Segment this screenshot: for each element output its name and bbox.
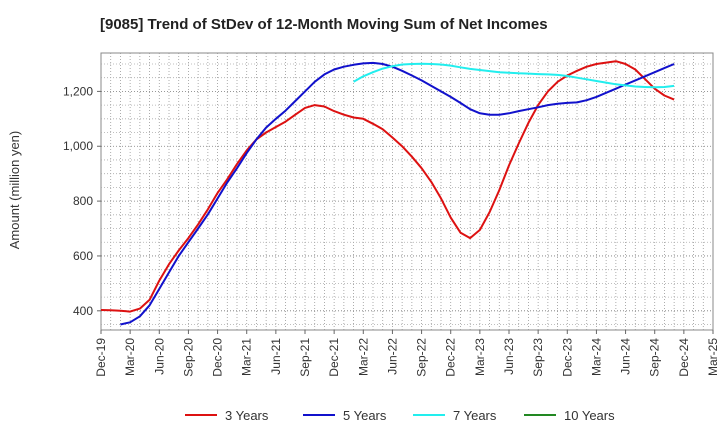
x-tick-label: Jun-20 xyxy=(152,338,166,375)
legend-label: 10 Years xyxy=(564,408,615,423)
x-tick-label: Dec-22 xyxy=(444,338,458,377)
legend-label: 7 Years xyxy=(453,408,497,423)
x-tick-label: Mar-23 xyxy=(473,338,487,376)
y-axis: 400 600 800 1,000 1,200 xyxy=(63,84,101,318)
x-tick-label: Dec-20 xyxy=(211,338,225,377)
chart-title: [9085] Trend of StDev of 12-Month Moving… xyxy=(100,16,548,33)
legend-label: 5 Years xyxy=(343,408,387,423)
series-line-5-years xyxy=(120,61,675,326)
x-tick-label: Mar-21 xyxy=(240,338,254,376)
y-tick-label: 800 xyxy=(73,194,93,208)
x-tick-label: Dec-24 xyxy=(677,338,691,377)
x-tick-label: Jun-21 xyxy=(269,338,283,375)
x-tick-label: Jun-24 xyxy=(619,338,633,375)
x-tick-label: Dec-19 xyxy=(94,338,108,377)
x-tick-label: Mar-25 xyxy=(706,338,720,376)
legend: 3 Years 5 Years 7 Years 10 Years xyxy=(185,408,615,423)
x-tick-label: Dec-21 xyxy=(327,338,341,377)
x-tick-label: Sep-20 xyxy=(181,338,195,377)
x-tick-label: Jun-23 xyxy=(502,338,516,375)
x-tick-label: Sep-24 xyxy=(648,338,662,377)
legend-label: 3 Years xyxy=(225,408,269,423)
grid-lines xyxy=(101,53,713,330)
x-tick-label: Mar-20 xyxy=(123,338,137,376)
x-tick-label: Sep-21 xyxy=(298,338,312,377)
series-line-3-years xyxy=(100,60,675,313)
x-tick-label: Sep-23 xyxy=(531,338,545,377)
x-tick-label: Dec-23 xyxy=(560,338,574,377)
x-tick-label: Mar-22 xyxy=(356,338,370,376)
y-tick-label: 1,000 xyxy=(63,139,93,153)
x-tick-label: Mar-24 xyxy=(589,338,603,376)
x-tick-label: Sep-22 xyxy=(415,338,429,377)
series-line-7-years xyxy=(353,62,675,89)
y-tick-label: 400 xyxy=(73,304,93,318)
y-tick-label: 600 xyxy=(73,249,93,263)
plot-area xyxy=(100,52,714,331)
series-lines xyxy=(100,60,675,326)
y-axis-label: Amount (million yen) xyxy=(7,131,22,250)
x-axis: Dec-19 Mar-20 Jun-20 Sep-20 Dec-20 Mar-21 Jun-… xyxy=(94,330,720,377)
plot-frame xyxy=(100,52,714,331)
x-tick-label: Jun-22 xyxy=(385,338,399,375)
y-tick-label: 1,200 xyxy=(63,84,93,98)
